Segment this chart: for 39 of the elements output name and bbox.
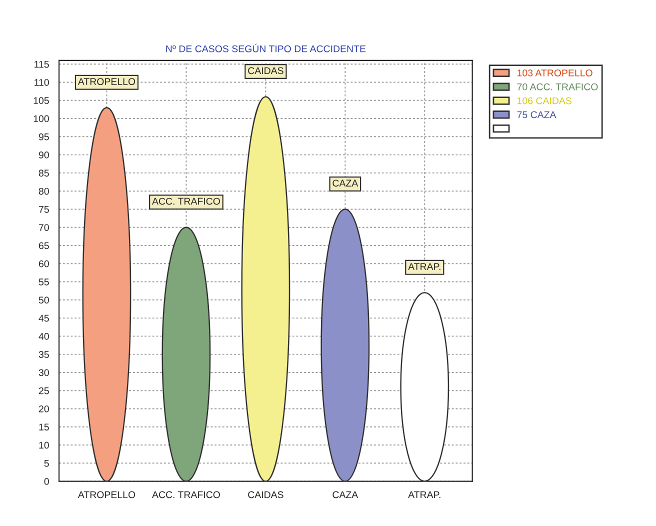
y-tick-label: 75 <box>39 206 49 213</box>
y-tick-label: 20 <box>38 405 49 412</box>
y-tick-label: 30 <box>38 369 49 376</box>
y-tick-label: 95 <box>38 133 49 140</box>
x-tick-label: ATRAP. <box>408 491 440 498</box>
legend-label: 70 ACC. TRAFICO <box>517 83 598 90</box>
legend-label: 103 ATROPELLO <box>518 69 592 76</box>
annotation: CAIDAS <box>248 67 284 74</box>
y-tick-label: 60 <box>39 260 49 268</box>
y-tick-label: 0 <box>44 478 49 485</box>
y-tick-label: 80 <box>38 188 49 195</box>
y-tick-label: 105 <box>34 97 49 104</box>
y-tick-label: 25 <box>38 387 49 394</box>
y-tick-label: 70 <box>39 224 49 231</box>
legend-label: 106 CAIDAS <box>518 97 572 104</box>
x-tick-label: CAZA <box>332 491 358 498</box>
annotation: ATROPELLO <box>78 78 136 86</box>
y-tick-label: 115 <box>34 60 49 68</box>
y-tick-label: 85 <box>38 170 49 177</box>
y-tick-label: 5 <box>44 460 49 467</box>
chart-title: Nº DE CASOS SEGÚN TIPO DE ACCIDENTE <box>166 44 366 52</box>
x-tick-label: ACC. TRAFICO <box>152 491 220 498</box>
y-tick-label: 50 <box>38 296 49 304</box>
y-tick-label: 45 <box>38 314 49 322</box>
x-tick-label: ATROPELLO <box>78 491 136 498</box>
y-tick-label: 100 <box>34 115 49 122</box>
y-tick-label: 110 <box>34 78 49 86</box>
annotation: CAZA <box>332 180 358 187</box>
annotation: ACC. TRAFICO <box>152 198 220 205</box>
y-tick-label: 10 <box>39 442 49 449</box>
y-tick-label: 90 <box>38 152 49 158</box>
y-tick-label: 65 <box>39 242 49 250</box>
x-tick-label: CAIDAS <box>248 491 284 498</box>
y-tick-label: 40 <box>38 332 49 340</box>
y-tick-label: 15 <box>39 424 49 430</box>
legend-label: 75 CAZA <box>517 111 556 118</box>
annotation: ATRAP. <box>408 263 440 270</box>
y-tick-label: 35 <box>38 351 49 358</box>
y-tick-label: 55 <box>38 278 49 286</box>
